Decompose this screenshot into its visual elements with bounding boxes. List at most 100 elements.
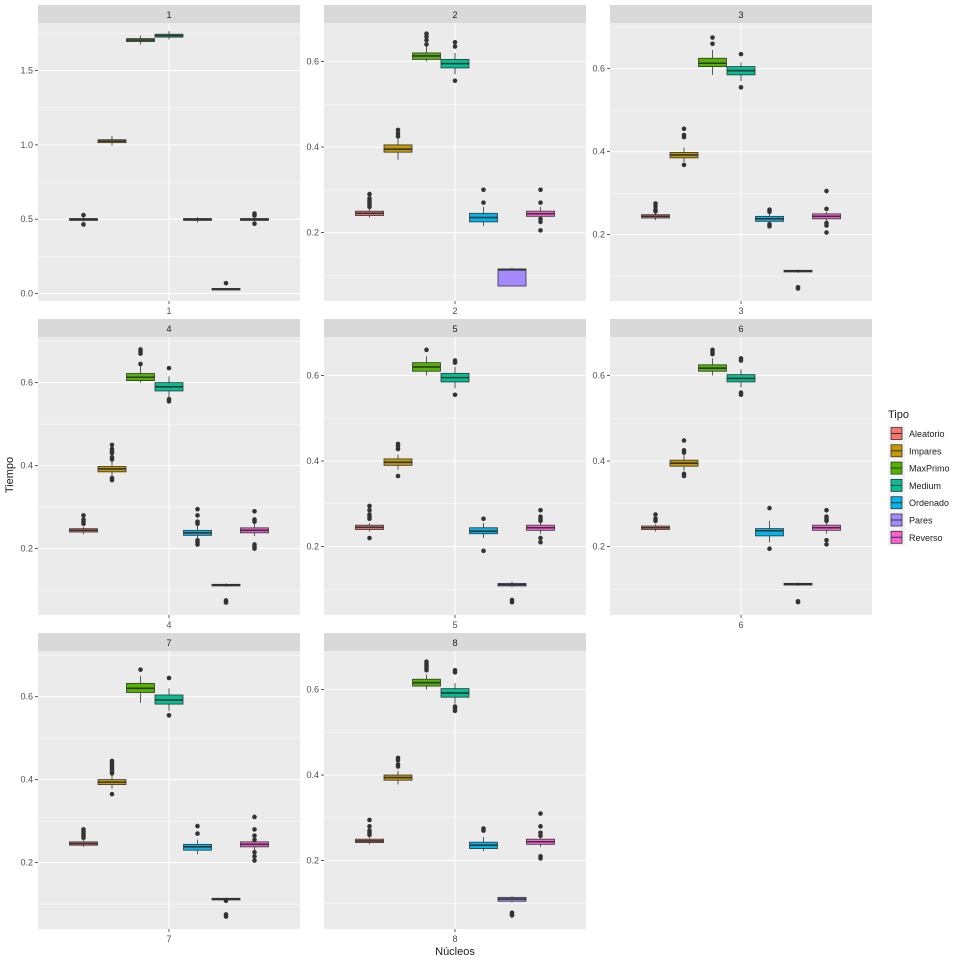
legend-title: Tipo bbox=[888, 409, 909, 421]
outlier-point bbox=[138, 351, 143, 356]
facet-strip-label: 2 bbox=[452, 10, 457, 20]
box-aleatorio bbox=[355, 191, 384, 218]
outlier-point bbox=[452, 44, 458, 49]
facet-panel-4: 4 0.2 0.4 0.6 4 bbox=[20, 319, 300, 630]
y-tick-label: 0.4 bbox=[20, 775, 33, 785]
outlier-point bbox=[252, 546, 257, 551]
facet-strip bbox=[38, 319, 300, 337]
facet-panel-7: 7 0.2 0.4 0.6 7 bbox=[20, 633, 300, 944]
outlier-point bbox=[81, 513, 86, 518]
box-aleatorio bbox=[355, 503, 384, 541]
outlier-point bbox=[824, 542, 829, 547]
outlier-point bbox=[81, 521, 86, 527]
outlier-point bbox=[767, 209, 772, 215]
facet-grid: 1 0.0 0.5 1.0 1.5 1 2 0.2 0.4 0.6 2 3 0.2 0.4 0.6 3 4 0.2… bbox=[20, 5, 872, 944]
box-aleatorio bbox=[641, 512, 670, 532]
y-tick-label: 0.4 bbox=[592, 147, 605, 157]
y-tick-label: 0.4 bbox=[306, 456, 319, 466]
y-axis-title: Tiempo bbox=[4, 457, 16, 493]
box-ordenado bbox=[755, 207, 784, 229]
outlier-point bbox=[710, 41, 715, 47]
outlier-point bbox=[195, 521, 200, 527]
box-medium bbox=[726, 51, 756, 90]
outlier-point bbox=[252, 827, 257, 832]
outlier-point bbox=[824, 230, 829, 235]
outlier-point bbox=[395, 446, 401, 452]
x-tick-label: 8 bbox=[452, 934, 457, 944]
outlier-point bbox=[166, 399, 172, 404]
y-tick-label: 0.2 bbox=[592, 542, 605, 552]
facet-strip-label: 6 bbox=[738, 324, 743, 334]
outlier-point bbox=[252, 849, 257, 855]
box-ordenado bbox=[183, 217, 212, 223]
outlier-point bbox=[538, 856, 543, 861]
outlier-point bbox=[538, 824, 543, 829]
box-ordenado bbox=[469, 826, 498, 852]
outlier-point bbox=[395, 127, 401, 133]
y-tick-label: 0.4 bbox=[592, 456, 605, 466]
outlier-point bbox=[481, 187, 486, 193]
box-aleatorio bbox=[69, 513, 98, 535]
box-maxprimo bbox=[412, 31, 441, 62]
outlier-point bbox=[538, 507, 543, 513]
outlier-point bbox=[367, 824, 372, 829]
x-tick-label: 5 bbox=[452, 620, 457, 630]
outlier-point bbox=[509, 913, 515, 918]
outlier-point bbox=[138, 361, 143, 367]
legend-label: Reverso bbox=[909, 533, 943, 543]
box-ordenado bbox=[469, 516, 498, 554]
facet-strip bbox=[610, 5, 872, 23]
outlier-point bbox=[481, 516, 486, 522]
box-pares bbox=[211, 583, 241, 605]
box-ordenado bbox=[755, 505, 784, 552]
outlier-point bbox=[395, 757, 401, 763]
box-maxprimo bbox=[126, 347, 155, 383]
y-tick-label: 0.2 bbox=[306, 856, 319, 866]
outlier-point bbox=[223, 914, 229, 919]
outlier-point bbox=[681, 134, 687, 140]
box-medium bbox=[440, 358, 470, 398]
outlier-point bbox=[710, 351, 715, 357]
box-reverso bbox=[240, 814, 269, 863]
box-aleatorio bbox=[69, 827, 98, 847]
outlier-point bbox=[367, 832, 372, 838]
x-tick-label: 2 bbox=[452, 306, 457, 316]
outlier-point bbox=[395, 473, 401, 479]
outlier-point bbox=[223, 600, 229, 605]
facet-strip-label: 3 bbox=[738, 10, 743, 20]
outlier-point bbox=[109, 457, 115, 462]
outlier-point bbox=[738, 85, 744, 90]
box-maxprimo bbox=[412, 347, 441, 376]
outlier-point bbox=[109, 791, 115, 797]
box-pares bbox=[497, 896, 527, 918]
box-pares bbox=[211, 280, 241, 291]
outlier-point bbox=[767, 224, 772, 229]
box-impares bbox=[97, 135, 127, 146]
outlier-point bbox=[653, 512, 658, 517]
box-reverso bbox=[240, 211, 269, 226]
outlier-point bbox=[710, 35, 715, 40]
legend: Tipo Aleatorio Impares MaxPrimo Medium Orden… bbox=[888, 409, 950, 546]
facet-panel-8: 8 0.2 0.4 0.6 8 bbox=[306, 633, 586, 944]
outlier-point bbox=[681, 162, 687, 168]
outlier-point bbox=[424, 37, 429, 43]
box-reverso bbox=[812, 507, 841, 547]
outlier-point bbox=[166, 365, 172, 371]
outlier-point bbox=[367, 535, 372, 541]
outlier-point bbox=[252, 508, 257, 514]
outlier-point bbox=[367, 817, 372, 823]
facet-panel-2: 2 0.2 0.4 0.6 2 bbox=[306, 5, 586, 316]
box-maxprimo bbox=[412, 659, 441, 690]
outlier-point bbox=[767, 505, 772, 511]
y-tick-label: 0.4 bbox=[306, 142, 319, 152]
facet-strip bbox=[610, 319, 872, 337]
facet-strip-label: 4 bbox=[166, 324, 171, 334]
box-ordenado bbox=[183, 823, 212, 855]
box-iqr bbox=[755, 528, 784, 537]
facet-strip bbox=[38, 633, 300, 651]
outlier-point bbox=[367, 503, 372, 509]
facet-strip bbox=[324, 633, 586, 651]
outlier-point bbox=[538, 811, 543, 816]
outlier-point bbox=[424, 42, 429, 47]
facet-panel-6: 6 0.2 0.4 0.6 6 bbox=[592, 319, 872, 630]
